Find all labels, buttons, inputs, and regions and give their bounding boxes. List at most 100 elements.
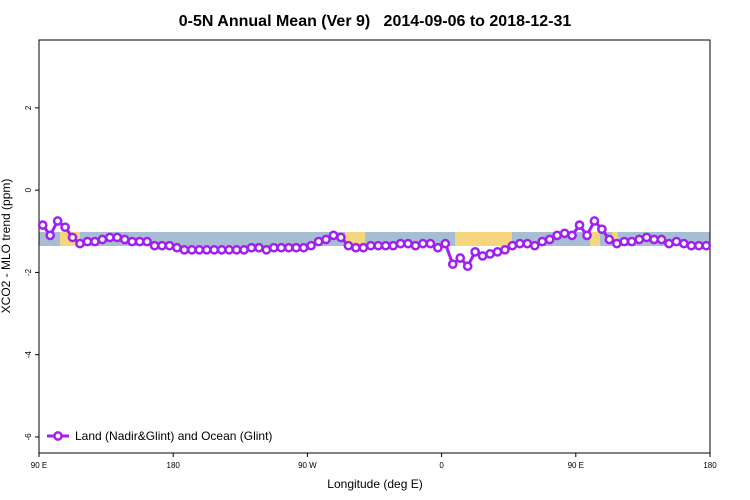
chart-title: 0-5N Annual Mean (Ver 9) 2014-09-06 to 2…: [179, 13, 572, 30]
data-point: [701, 240, 712, 251]
data-point: [239, 244, 249, 255]
data-point: [447, 259, 458, 270]
y-tick-label: 0: [24, 187, 33, 192]
land-band: [455, 232, 512, 246]
data-point: [261, 244, 272, 255]
data-point: [179, 244, 190, 255]
data-point: [276, 242, 287, 253]
data-point: [380, 240, 391, 251]
data-point: [619, 236, 630, 247]
data-point: [365, 240, 376, 251]
data-point: [269, 242, 279, 253]
data-point: [127, 236, 138, 247]
land-band: [590, 232, 600, 246]
data-point: [440, 238, 451, 249]
x-tick-label: 90 W: [298, 461, 317, 470]
data-point: [470, 246, 480, 257]
x-tick-label: 90 E: [31, 461, 47, 470]
y-tick-label: -6: [24, 433, 33, 441]
data-point: [321, 234, 331, 245]
data-point: [589, 216, 600, 226]
data-point: [119, 234, 130, 245]
data-point: [500, 244, 510, 255]
data-point: [574, 220, 585, 230]
data-point: [351, 242, 361, 253]
data-point: [425, 238, 436, 249]
x-axis-label: Longitude (deg E): [327, 477, 422, 491]
data-point: [112, 232, 123, 243]
data-point: [231, 244, 242, 255]
data-point: [246, 242, 257, 253]
data-point: [626, 236, 637, 247]
legend: Land (Nadir&Glint) and Ocean (Glint): [47, 429, 272, 443]
data-point: [67, 232, 78, 243]
data-point: [477, 251, 488, 261]
data-point: [306, 240, 316, 251]
data-point: [492, 246, 503, 257]
legend-label: Land (Nadir&Glint) and Ocean (Glint): [75, 429, 272, 443]
y-tick-label: -4: [24, 351, 33, 359]
data-point: [522, 238, 533, 249]
data-point: [45, 230, 56, 241]
data-point: [172, 242, 182, 253]
data-point: [60, 222, 70, 233]
data-point: [186, 244, 197, 255]
x-tick-label: 180: [703, 461, 717, 470]
data-point: [216, 244, 227, 255]
data-point: [298, 242, 309, 253]
data-point: [403, 238, 413, 249]
data-point: [336, 232, 346, 243]
data-point: [313, 236, 324, 247]
data-point: [418, 238, 428, 249]
data-point: [515, 238, 525, 249]
data-point: [485, 249, 495, 259]
data-point: [358, 242, 369, 253]
data-point: [693, 240, 704, 251]
data-point: [157, 240, 167, 251]
data-point: [679, 238, 689, 249]
data-point: [664, 238, 674, 249]
data-point: [388, 240, 398, 251]
data-point: [462, 261, 473, 272]
data-point: [552, 230, 563, 241]
land-band: [612, 232, 618, 246]
data-point: [582, 230, 592, 241]
data-point: [37, 220, 48, 230]
data-point: [194, 244, 205, 255]
data-point: [75, 238, 85, 249]
data-point: [291, 242, 302, 253]
data-point: [410, 240, 421, 251]
data-point: [604, 234, 615, 245]
data-point: [82, 236, 93, 247]
data-point: [686, 240, 697, 251]
data-point: [671, 236, 682, 247]
data-point: [90, 236, 100, 247]
data-point: [254, 242, 264, 253]
y-axis-label: XCO2 - MLO trend (ppm): [0, 179, 13, 314]
data-point: [634, 234, 645, 245]
data-point: [328, 230, 339, 241]
data-point: [142, 236, 152, 247]
data-point: [544, 234, 555, 245]
data-point: [373, 240, 384, 251]
data-point: [343, 240, 354, 251]
data-point: [567, 230, 577, 241]
data-point: [283, 242, 294, 253]
data-point: [164, 240, 175, 251]
data-point: [149, 240, 160, 251]
data-point: [395, 238, 406, 249]
data-point: [537, 236, 548, 247]
data-point: [134, 236, 145, 247]
y-tick-label: -2: [24, 268, 33, 276]
data-point: [559, 228, 570, 239]
data-point: [104, 232, 115, 243]
data-point: [455, 253, 466, 263]
data-point: [611, 238, 622, 249]
data-point: [224, 244, 234, 255]
data-point: [507, 240, 518, 251]
x-tick-label: 180: [167, 461, 181, 470]
data-point: [656, 234, 667, 245]
y-tick-label: 2: [24, 105, 33, 110]
data-point: [597, 224, 607, 235]
